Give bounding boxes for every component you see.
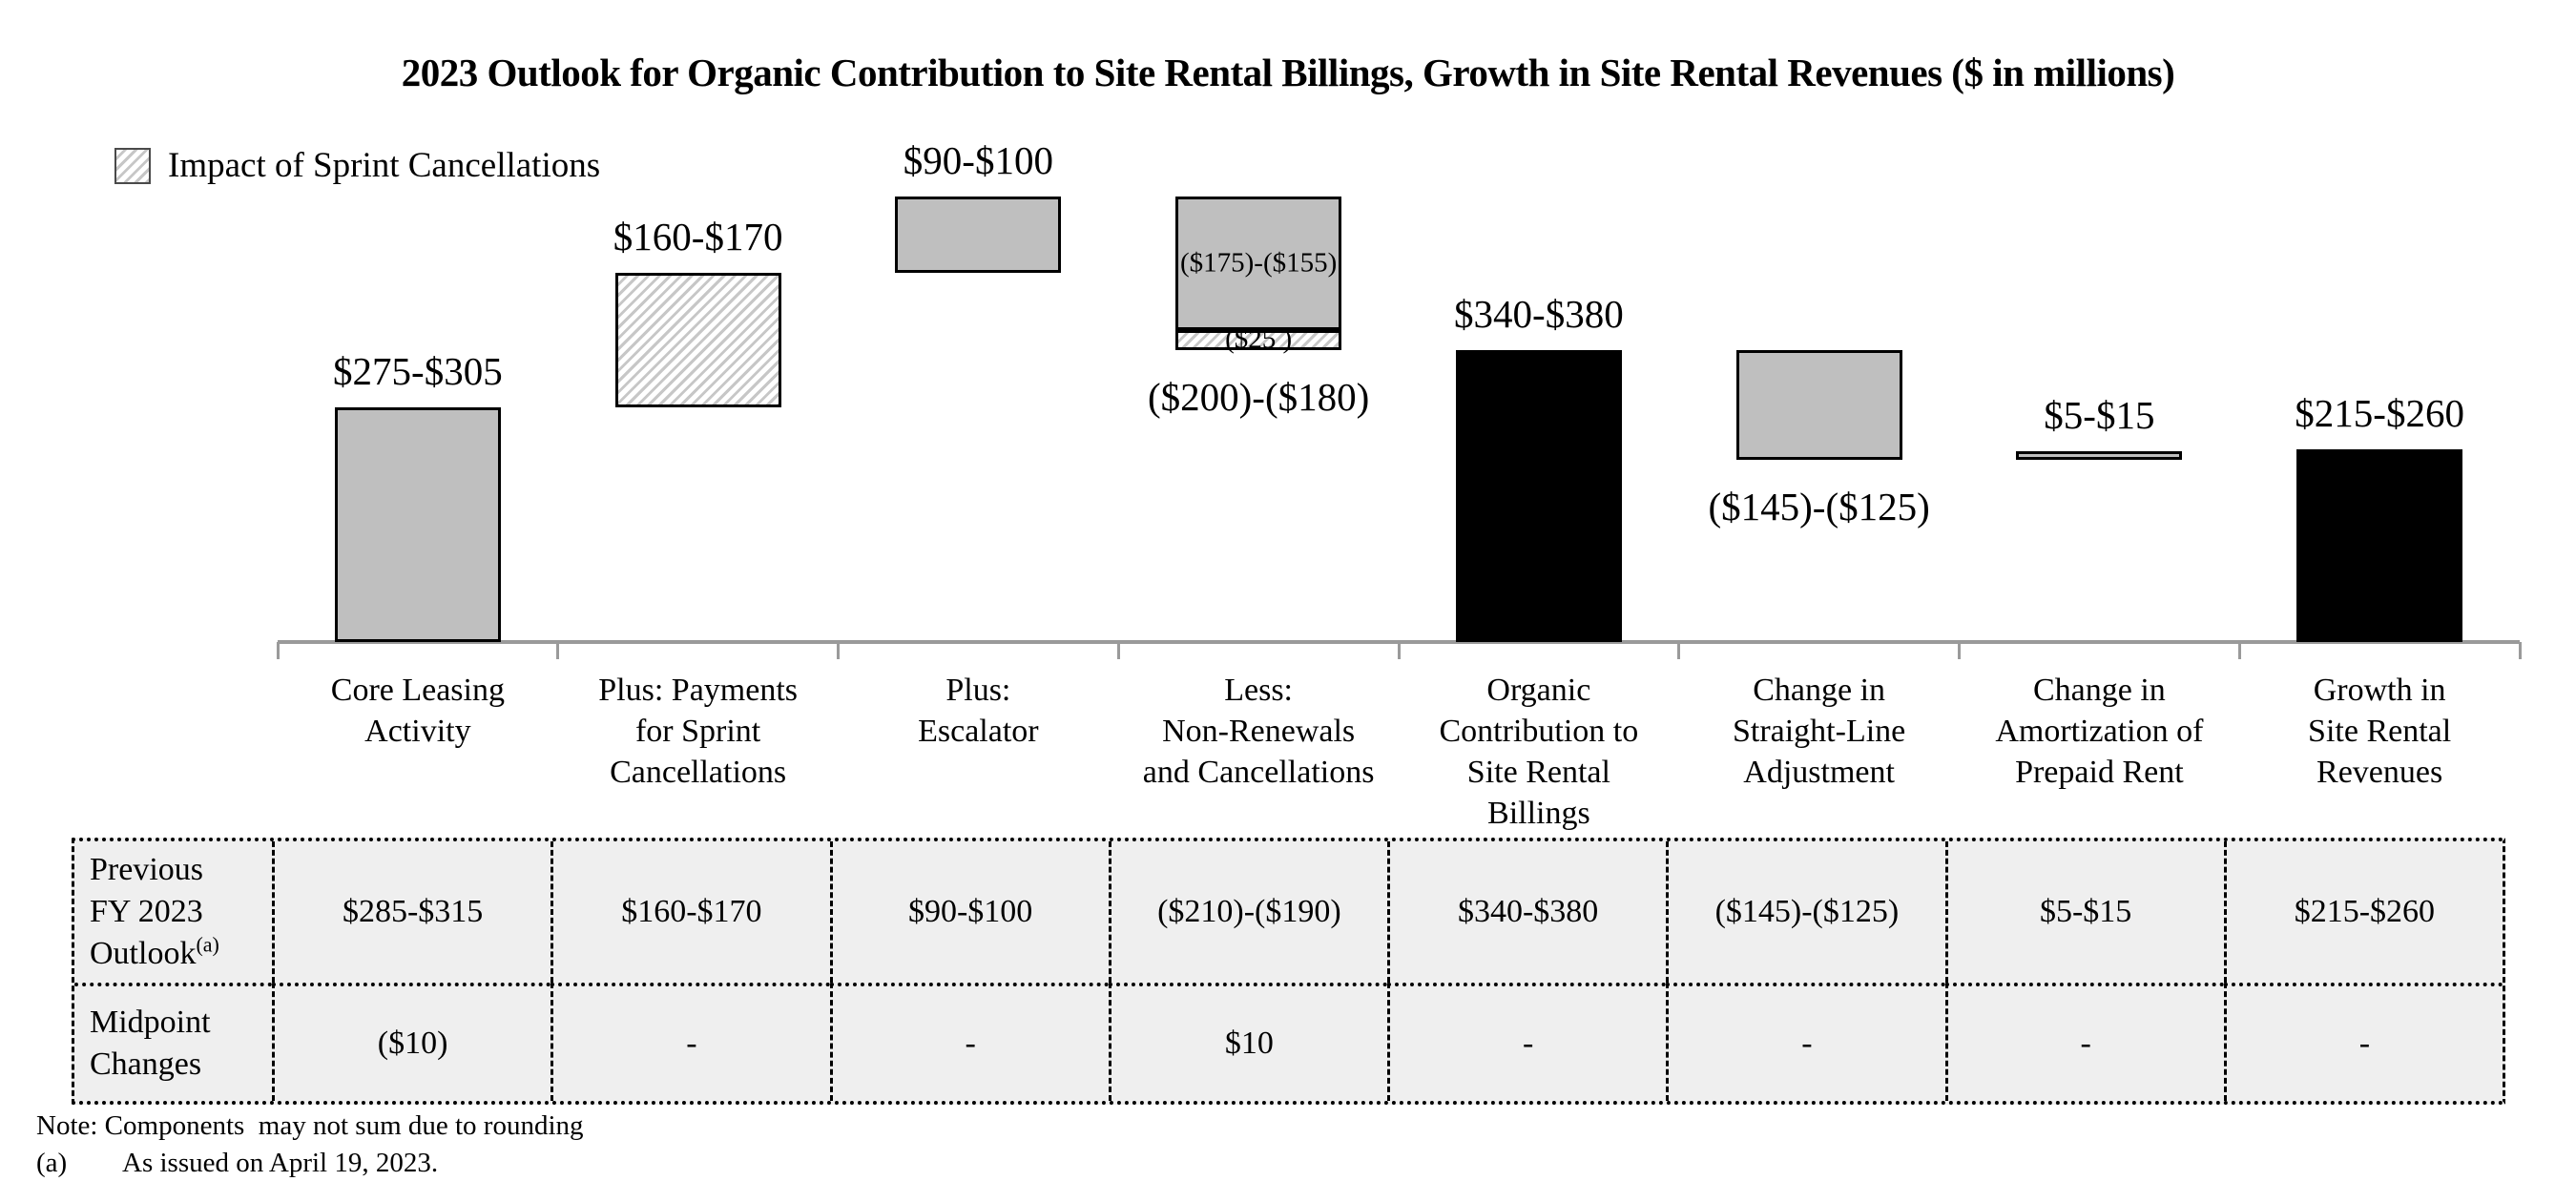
category-label-line: Site Rental: [2308, 714, 2452, 749]
table-value-cell: $90-$100: [829, 841, 1109, 983]
x-axis-tick: [2518, 642, 2522, 659]
table-row-label-line: Changes: [90, 1047, 202, 1082]
table-value-cell: $5-$15: [1944, 841, 2224, 983]
category-label-line: Escalator: [918, 714, 1039, 749]
category-label: Growth in Site Rental Revenues: [2220, 670, 2539, 793]
category-label-line: Straight-Line: [1732, 714, 1906, 749]
category-label-line: and Cancellations: [1142, 755, 1375, 790]
bar-inner-label: ($175)-($155): [1179, 247, 1338, 279]
note-footnote-a-marker: (a): [36, 1148, 68, 1178]
x-axis-tick: [1116, 642, 1120, 659]
category-label-line: Site Rental: [1466, 755, 1610, 790]
table-value-cell: $340-$380: [1387, 841, 1666, 983]
bar-segment-black: [2296, 449, 2463, 642]
note-rounding: Note: Components may not sum due to roun…: [36, 1110, 584, 1141]
table-value-cell: -: [1387, 983, 1667, 1101]
table-value-cell: $215-$260: [2223, 841, 2503, 983]
sprint-cancellations-hatch-swatch-icon: [114, 147, 151, 184]
table-value-cell: -: [551, 983, 830, 1101]
category-label-line: Amortization of: [1995, 714, 2204, 749]
table-row-label: Midpoint Changes: [74, 983, 272, 1101]
category-label-line: Contribution to: [1439, 714, 1639, 749]
bar-segment-hatch: [614, 273, 781, 407]
footnote-superscript: (a): [196, 932, 219, 957]
x-axis-tick: [837, 642, 840, 659]
category-label-line: Revenues: [2316, 755, 2443, 790]
x-axis-tick: [1397, 642, 1401, 659]
bar-range-label: $340-$380: [1454, 292, 1624, 336]
category-label: Plus: Payments for Sprint Cancellations: [539, 670, 858, 793]
category-label-line: Prepaid Rent: [2015, 755, 2184, 790]
table-row-label-line: FY 2023: [90, 894, 203, 929]
category-label-line: for Sprint: [634, 714, 761, 749]
x-axis-tick: [276, 642, 280, 659]
category-label: Plus: Escalator: [820, 670, 1138, 752]
legend: Impact of Sprint Cancellations: [114, 145, 600, 186]
category-label: Change in Straight-Line Adjustment: [1660, 670, 1979, 793]
bar-inner-label: ($25 ): [1225, 323, 1293, 355]
category-label-line: Change in: [2032, 673, 2166, 708]
table-value-cell: ($145)-($125): [1666, 841, 1944, 983]
bar-segment-gray: ($175)-($155): [1175, 196, 1342, 330]
category-label-line: Organic: [1486, 673, 1591, 708]
table-value-cell: -: [1944, 983, 2224, 1101]
table-value-cell: $285-$315: [272, 841, 551, 983]
category-label-line: Plus: Payments: [598, 673, 798, 708]
bar-segment-hatch: ($25 ): [1175, 324, 1342, 355]
bar-range-label: $215-$260: [2295, 391, 2464, 436]
table-value-cell: $10: [1108, 983, 1387, 1101]
category-label-line: Less:: [1224, 673, 1294, 708]
outlook-table: Previous FY 2023 Outlook(a) $285-$315 $160-$…: [72, 838, 2505, 1105]
note-footnote-a-text: As issued on April 19, 2023.: [122, 1148, 439, 1178]
legend-label: Impact of Sprint Cancellations: [168, 146, 601, 185]
table-value-cell: -: [1666, 983, 1945, 1101]
x-axis-tick: [1677, 642, 1681, 659]
category-label: Organic Contribution to Site Rental Billing…: [1380, 670, 1698, 834]
category-label-line: Cancellations: [610, 755, 787, 790]
bar-range-label: ($145)-($125): [1708, 484, 1930, 528]
category-label: Less: Non-Renewals and Cancellations: [1099, 670, 1418, 793]
bar-range-label: ($200)-($180): [1147, 375, 1370, 419]
category-label-line: Core Leasing: [330, 673, 505, 708]
bar-segment-gray: [895, 196, 1062, 274]
table-value-cell: ($210)-($190): [1108, 841, 1387, 983]
bar-segment-gray: [334, 406, 501, 642]
bar-range-label: $5-$15: [2044, 393, 2155, 438]
bar-range-label: $90-$100: [903, 137, 1053, 182]
bar-range-label: $160-$170: [613, 215, 783, 259]
category-label-line: Plus:: [945, 673, 1011, 708]
table-row-label-line: Midpoint: [90, 1005, 211, 1040]
x-axis-tick: [1958, 642, 1961, 659]
bar-segment-gray: [1735, 350, 1902, 460]
x-axis-tick: [556, 642, 560, 659]
category-label-line: Activity: [364, 714, 471, 749]
category-label-line: Growth in: [2313, 673, 2446, 708]
category-label: Change in Amortization of Prepaid Rent: [1941, 670, 2259, 793]
table-row-label-line: Previous: [90, 852, 203, 887]
bar-segment-black: [1455, 350, 1622, 642]
table-value-cell: $160-$170: [551, 841, 829, 983]
category-label-line: Non-Renewals: [1162, 714, 1356, 749]
table-row-label-line: Outlook(a): [90, 932, 219, 971]
bar-range-label: $275-$305: [333, 348, 503, 393]
x-axis-tick: [2237, 642, 2241, 659]
bar-segment-gray: [2016, 451, 2183, 461]
category-label-line: Adjustment: [1743, 755, 1895, 790]
category-label: Core Leasing Activity: [259, 670, 577, 752]
table-value-cell: ($10): [272, 983, 551, 1101]
table-row-label: Previous FY 2023 Outlook(a): [74, 841, 272, 983]
category-label-line: Change in: [1753, 673, 1886, 708]
chart-title: 2023 Outlook for Organic Contribution to…: [401, 51, 2175, 94]
table-value-cell: -: [2223, 983, 2503, 1101]
table-value-cell: -: [829, 983, 1109, 1101]
category-label-line: Billings: [1487, 796, 1590, 831]
